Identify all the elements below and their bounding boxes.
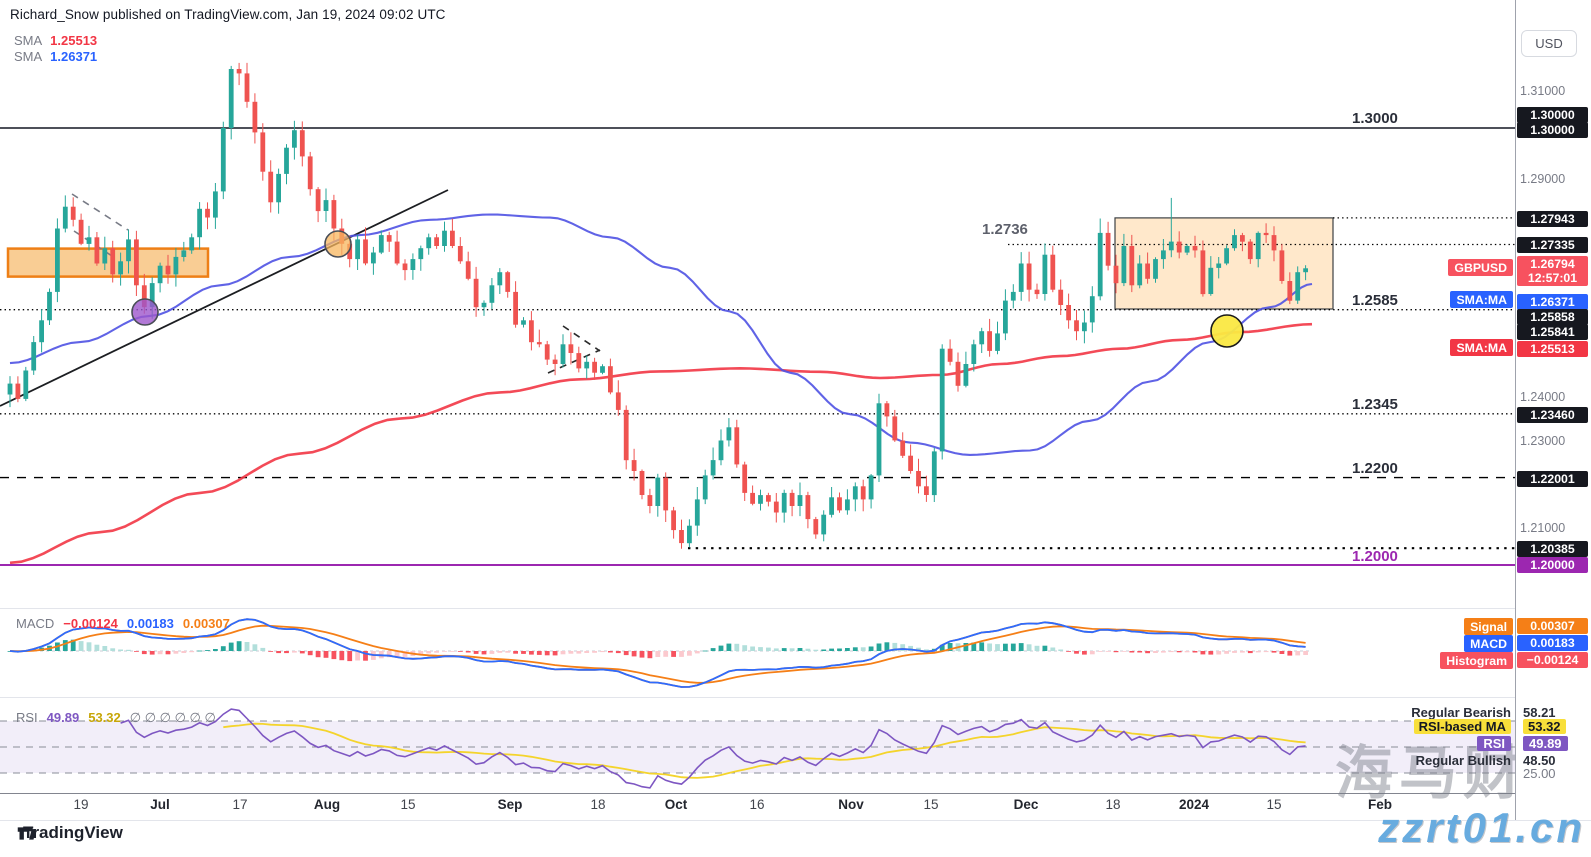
time-axis-label: 15 [1266, 797, 1282, 812]
sma-fast-value: 1.26371 [50, 49, 98, 64]
level-label-12585: 1.2585 [1352, 292, 1398, 309]
macd-badge-value: 0.00183 [1517, 635, 1588, 651]
time-axis-label: 15 [923, 797, 939, 812]
price-axis-badge: 1.30000 [1517, 122, 1588, 138]
rsi-row-label: Regular Bearish [1411, 705, 1511, 720]
time-axis-label: 16 [749, 797, 765, 812]
macd-badge-value: 0.00307 [1517, 618, 1588, 634]
tradingview-logo[interactable]: TradingView [16, 823, 123, 843]
price-axis[interactable]: USD 1.310001.290001.270001.240001.230001… [1515, 0, 1591, 820]
sma-legend-row-fast: SMA 1.26371 [14, 49, 97, 64]
time-axis-label: 19 [73, 797, 89, 812]
rsi-row-label: RSI-based MA [1413, 719, 1511, 734]
footer-border [0, 820, 1591, 821]
tradingview-logo-icon [17, 826, 37, 840]
pane-separator-macd-rsi [0, 697, 1591, 698]
rsi-ma-value: 53.32 [88, 710, 121, 725]
time-axis[interactable]: 19 Jul 17 Aug 15 Sep 18 Oct 16 Nov 15 Dec 18 2024 15 Fe… [0, 794, 1515, 820]
price-axis-badge: 1.23460 [1517, 407, 1588, 423]
level-label-13000: 1.3000 [1352, 110, 1398, 127]
sma-legend: SMA 1.25513 SMA 1.26371 [14, 33, 97, 65]
price-axis-badge: 1.20000 [1517, 557, 1588, 573]
macd-histogram-value: −0.00124 [63, 616, 118, 631]
macd-badge-label: Histogram [1440, 652, 1513, 669]
symbol-price-badge: 1.26794 12:57:01 [1517, 256, 1588, 286]
time-axis-label: Jul [150, 797, 170, 812]
time-axis-border [0, 793, 1591, 794]
price-axis-badge: 1.25858 [1517, 309, 1588, 325]
time-axis-label: Dec [1013, 797, 1039, 812]
level-label-12736: 1.2736 [982, 221, 1028, 238]
last-price: 1.26794 [1530, 257, 1575, 271]
macd-badge-label: Signal [1464, 618, 1513, 635]
rsi-title: RSI [16, 710, 38, 725]
macd-histogram-layer [7, 639, 1308, 662]
watermark-url: zzrt01.cn [1378, 804, 1585, 851]
rsi-row-value: 58.21 [1523, 705, 1556, 720]
price-axis-badge: 1.22001 [1517, 471, 1588, 487]
rsi-row-label: Regular Bullish [1415, 753, 1511, 768]
currency-button[interactable]: USD [1521, 30, 1577, 57]
price-axis-badge: 1.20385 [1517, 541, 1588, 557]
level-label-12200: 1.2200 [1352, 460, 1398, 477]
time-axis-label: 18 [1105, 797, 1121, 812]
macd-badge-value: −0.00124 [1517, 652, 1588, 668]
price-axis-badge: 1.30000 [1517, 107, 1588, 123]
time-axis-label: 18 [590, 797, 606, 812]
price-axis-badge: 1.25513 [1517, 341, 1588, 357]
time-axis-label: Sep [497, 797, 523, 812]
time-axis-label: Aug [313, 797, 341, 812]
price-axis-badge: 1.27943 [1517, 211, 1588, 227]
attribution-text: Richard_Snow published on TradingView.co… [10, 7, 446, 22]
time-axis-label: 17 [232, 797, 248, 812]
price-axis-tick: 1.31000 [1520, 84, 1566, 98]
bar-countdown: 12:57:01 [1527, 271, 1578, 285]
sma-slow-value: 1.25513 [50, 33, 98, 48]
indicator-name-badge: SMA:MA [1450, 339, 1513, 356]
time-axis-label: 2024 [1178, 797, 1210, 812]
tradingview-logo-text: TradingView [23, 823, 123, 842]
macd-badge-label: MACD [1464, 635, 1513, 652]
price-axis-tick: 1.23000 [1520, 434, 1566, 448]
rsi-value: 49.89 [46, 710, 80, 725]
price-axis-tick: 1.21000 [1520, 521, 1566, 535]
rsi-legend: RSI 49.89 53.32 ∅ ∅ ∅ ∅ ∅ ∅ [16, 710, 225, 726]
macd-legend: MACD −0.00124 0.00183 0.00307 [16, 616, 239, 631]
rsi-row-value: 48.50 [1523, 753, 1556, 768]
rsi-row-value: 25.00 [1523, 766, 1556, 781]
level-label-12000: 1.2000 [1352, 548, 1398, 565]
time-axis-label: Feb [1367, 797, 1393, 812]
rsi-row-value: 53.32 [1523, 719, 1566, 734]
sma-legend-row-slow: SMA 1.25513 [14, 33, 97, 48]
candle-bodies-layer [7, 69, 1308, 544]
price-axis-badge: 1.26371 [1517, 294, 1588, 310]
sma-label: SMA [14, 49, 43, 64]
time-axis-label: 15 [400, 797, 416, 812]
price-axis-badge: 1.27335 [1517, 237, 1588, 253]
sma-label: SMA [14, 33, 43, 48]
level-label-12345: 1.2345 [1352, 396, 1398, 413]
pane-separator-price-macd [0, 608, 1591, 609]
macd-title: MACD [16, 616, 55, 631]
price-axis-border [1515, 0, 1516, 820]
rsi-empty-values: ∅ ∅ ∅ ∅ ∅ ∅ [129, 710, 216, 725]
price-axis-tick: 1.24000 [1520, 390, 1566, 404]
price-axis-tick: 1.29000 [1520, 172, 1566, 186]
macd-signal-value: 0.00307 [182, 616, 230, 631]
indicator-name-badge: GBPUSD [1448, 259, 1513, 276]
price-axis-badge: 1.25841 [1517, 324, 1588, 340]
indicator-name-badge: SMA:MA [1450, 291, 1513, 308]
rsi-row-label: RSI [1477, 736, 1511, 751]
time-axis-label: Nov [838, 797, 864, 812]
price-chart-canvas[interactable] [0, 0, 1515, 794]
rsi-row-value: 49.89 [1523, 736, 1568, 751]
macd-line-value: 0.00183 [126, 616, 174, 631]
time-axis-label: Oct [664, 797, 688, 812]
candle-wicks-layer [9, 62, 1307, 549]
